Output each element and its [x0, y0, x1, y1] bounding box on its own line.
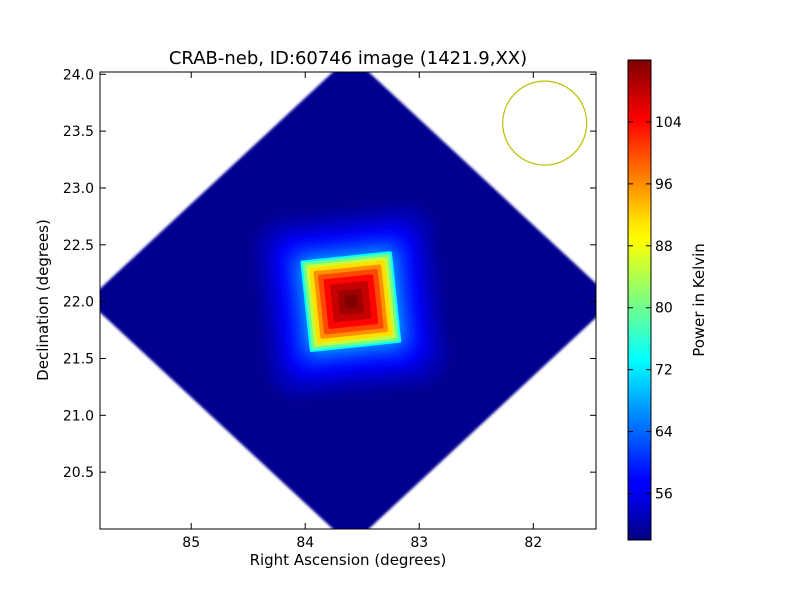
y-tick-label: 24.0: [63, 67, 94, 83]
x-axis-label: Right Ascension (degrees): [250, 551, 447, 569]
colorbar-tick-label: 56: [655, 487, 673, 503]
plot-frame: [99, 71, 597, 530]
y-tick-label: 23.0: [63, 181, 94, 197]
colorbar-gradient: [627, 59, 652, 541]
x-tick-label: 85: [182, 535, 200, 551]
colorbar-tick-label: 104: [655, 115, 682, 131]
colorbar-tick-label: 88: [655, 239, 673, 255]
plot-area: [100, 72, 596, 529]
colorbar: 56 64 72 80 88 96 104 Power in Kelvin: [627, 59, 708, 541]
x-axis: 85 84 83 82: [182, 72, 542, 551]
beam-circle: [502, 80, 588, 166]
y-axis: 20.5 21.0 21.5 22.0 22.5 23.0 23.5 24.0: [63, 67, 596, 481]
x-tick-label: 83: [410, 535, 428, 551]
colorbar-tick-label: 80: [655, 301, 673, 317]
colorbar-tick-label: 64: [655, 425, 673, 441]
y-tick-label: 22.5: [63, 238, 94, 254]
colorbar-ticks: 56 64 72 80 88 96 104: [628, 115, 682, 503]
source-emission: [255, 205, 447, 398]
y-tick-label: 22.0: [63, 295, 94, 311]
colorbar-tick-label: 96: [655, 177, 673, 193]
y-tick-label: 23.5: [63, 124, 94, 140]
y-tick-label: 21.5: [63, 351, 94, 367]
y-axis-label: Declination (degrees): [34, 219, 52, 381]
x-tick-label: 82: [524, 535, 542, 551]
x-tick-label: 84: [296, 535, 314, 551]
y-tick-label: 20.5: [63, 465, 94, 481]
colorbar-label: Power in Kelvin: [690, 243, 708, 357]
y-tick-label: 21.0: [63, 408, 94, 424]
emission-contour: [344, 295, 358, 309]
colorbar-tick-label: 72: [655, 363, 673, 379]
chart-title: CRAB-neb, ID:60746 image (1421.9,XX): [169, 48, 527, 69]
